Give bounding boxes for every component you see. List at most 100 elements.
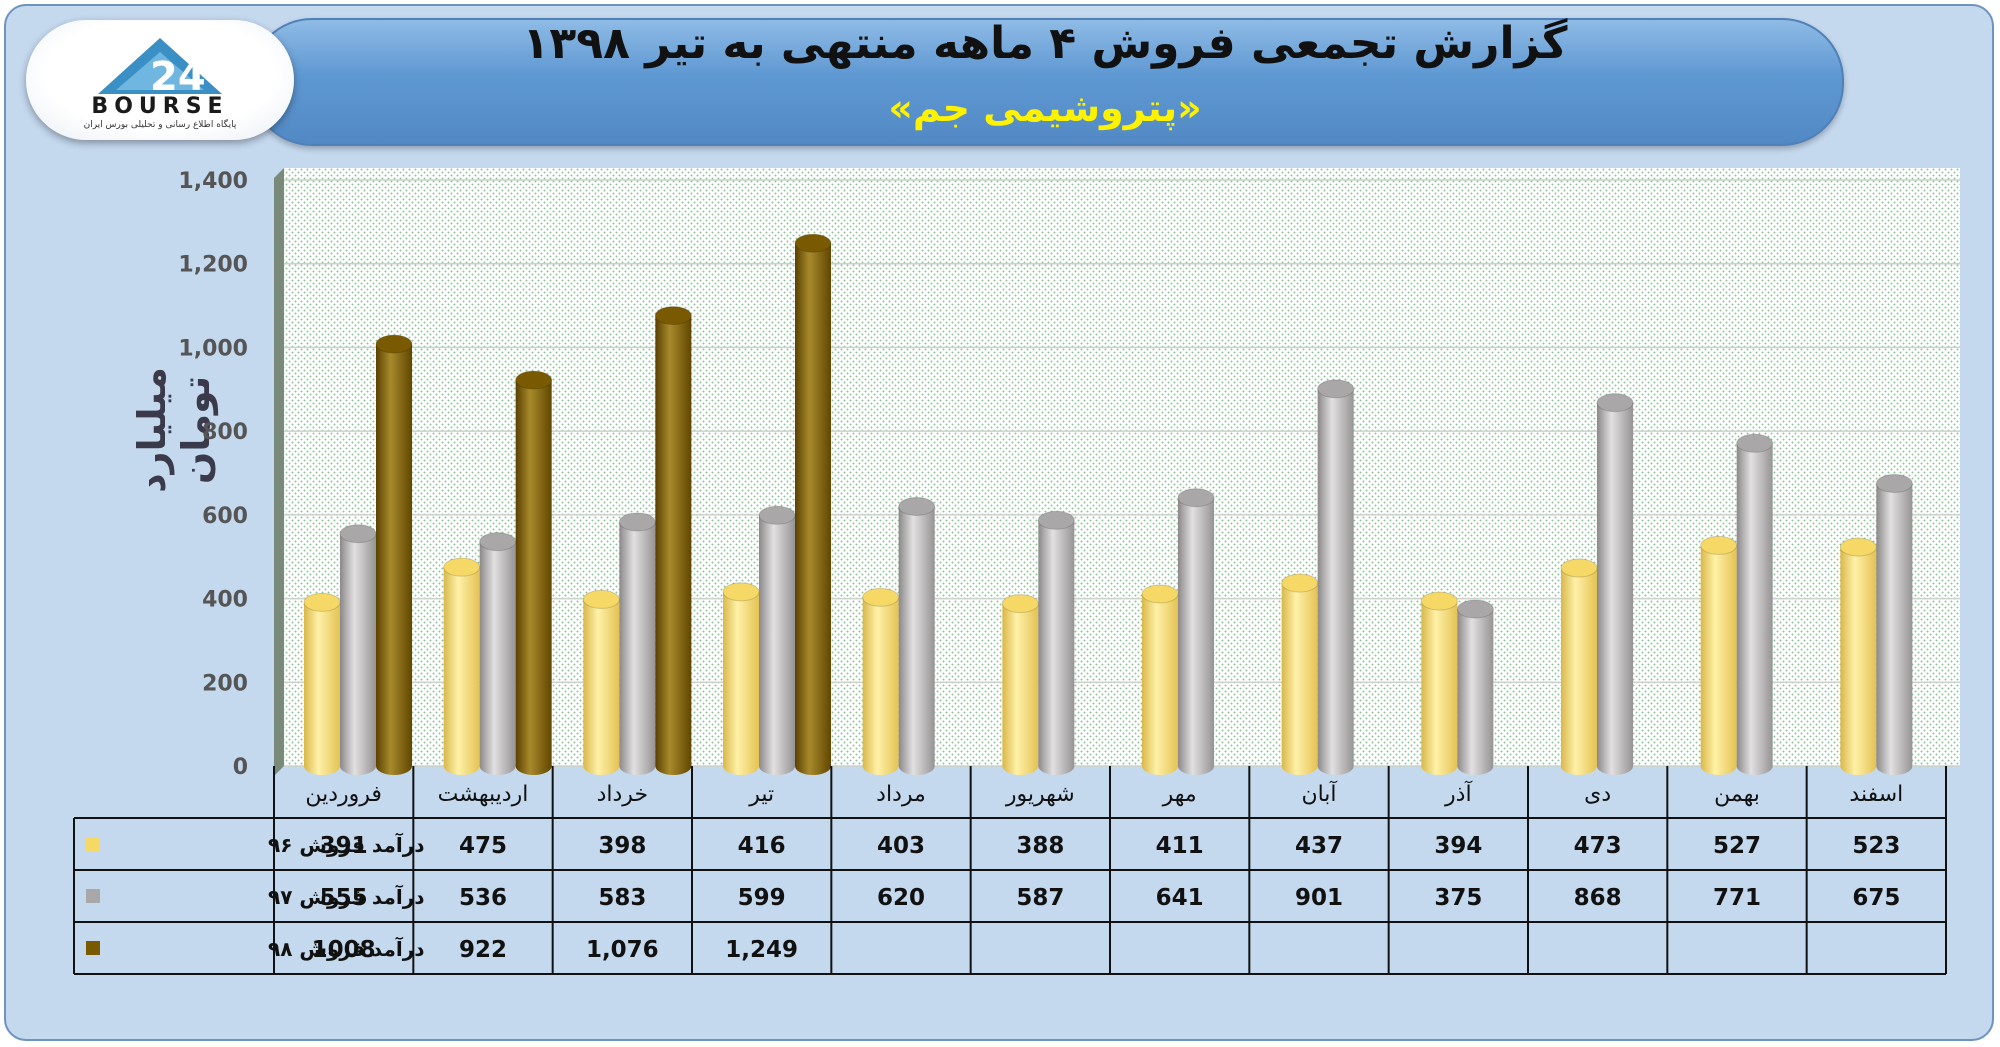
bar-cap [1839,537,1877,557]
bar-cap [1875,473,1913,493]
bar-base [759,757,795,775]
bar-body [759,515,795,766]
data-label: 403 [877,833,925,859]
title-banner [250,18,1844,146]
y-tick-label: 1,200 [178,253,248,278]
data-label: 620 [877,885,925,911]
chart-title: گزارش تجمعی فروش ۴ ماهه منتهی به تیر ۱۳۹… [522,18,1568,69]
bar-cap [1456,599,1494,619]
bar-cap [862,587,900,607]
bar-cap [339,524,377,544]
bar [303,592,341,775]
bar-cap [758,505,796,525]
bar [1141,584,1179,775]
bar [1839,537,1877,775]
data-label: 527 [1713,833,1761,859]
legend-swatch [86,889,100,903]
data-label: 473 [1574,833,1622,859]
bar-body [376,344,412,766]
bar-cap [1700,535,1738,555]
x-tick-label: آذر [1444,780,1472,807]
bar [794,233,832,775]
bar [618,512,656,775]
bar-base [1876,757,1913,775]
x-tick-label: آبان [1301,780,1337,807]
y-tick-label: 400 [202,588,248,613]
y-tick-label: 800 [202,420,248,445]
bar-cap [898,496,936,516]
bar-body [1002,603,1039,766]
bar-cap [515,370,553,390]
bar-cap [654,306,692,326]
bar-body [304,602,340,766]
y-tick-label: 600 [202,504,248,529]
data-label: 536 [459,885,507,911]
bar-cap [1317,379,1355,399]
bar-cap [443,557,481,577]
bar-base [1736,757,1773,775]
bar [654,306,692,775]
bar-base [1317,757,1354,775]
bar [375,334,413,775]
bar [862,587,900,775]
bar-body [443,567,480,766]
bar-body [1178,497,1214,766]
bar-body [1840,547,1877,766]
bar [1281,573,1319,775]
bar-body [619,521,656,766]
data-label: 583 [598,885,646,911]
plot-side-wall [274,168,284,776]
bar-base [1421,757,1458,775]
bar-cap [794,233,832,253]
data-label: 771 [1713,885,1761,911]
x-tick-label: فروردین [305,782,382,807]
bar-cap [722,582,760,602]
bar-body [655,315,692,766]
x-tick-label: اردیبهشت [438,782,529,807]
bar-base [1038,757,1075,775]
bar [1037,510,1075,775]
bar-body [1561,568,1597,766]
bar-body [340,533,376,766]
x-tick-label: بهمن [1714,782,1760,807]
logo-text: BOURSE [91,94,229,119]
bar-base [1840,757,1877,775]
bar-cap [582,589,620,609]
bar-base [1142,757,1178,775]
y-tick-label: 0 [233,755,248,780]
bar-base [898,757,935,775]
bar-body [1876,483,1913,766]
y-tick-label: 1,000 [178,336,248,361]
x-tick-label: دی [1584,782,1611,807]
data-label: 437 [1295,833,1343,859]
bar-cap [479,532,517,552]
data-label: 599 [738,885,786,911]
bar-body [1700,545,1737,766]
svg-text:24: 24 [150,54,206,100]
bar-base [583,757,620,775]
bar [1700,535,1738,775]
bar [582,589,620,775]
bar-body [862,597,899,766]
x-tick-label: تیر [748,782,774,807]
logo-subtitle: پایگاه اطلاع رسانی و تحلیلی بورس ایران [83,120,237,130]
legend-label: درآمد فروش ۹۷ [268,884,424,909]
bar-cap [1037,510,1075,530]
y-tick-label: 200 [202,671,248,696]
bar [1420,591,1458,775]
bar-base [479,757,516,775]
data-label: 394 [1434,833,1482,859]
data-label: 411 [1156,833,1204,859]
bar [479,532,517,775]
bourse24-logo: 24 BOURSE پایگاه اطلاع رسانی و تحلیلی بو… [26,20,294,140]
legend-swatch [86,941,100,955]
bar-cap [303,592,341,612]
bar-base [795,757,831,775]
bar-cap [618,512,656,532]
bar [1736,433,1774,775]
data-label: 1,076 [586,937,659,963]
data-label: 416 [738,833,786,859]
bar-cap [1736,433,1774,453]
bar-cap [1596,393,1634,413]
